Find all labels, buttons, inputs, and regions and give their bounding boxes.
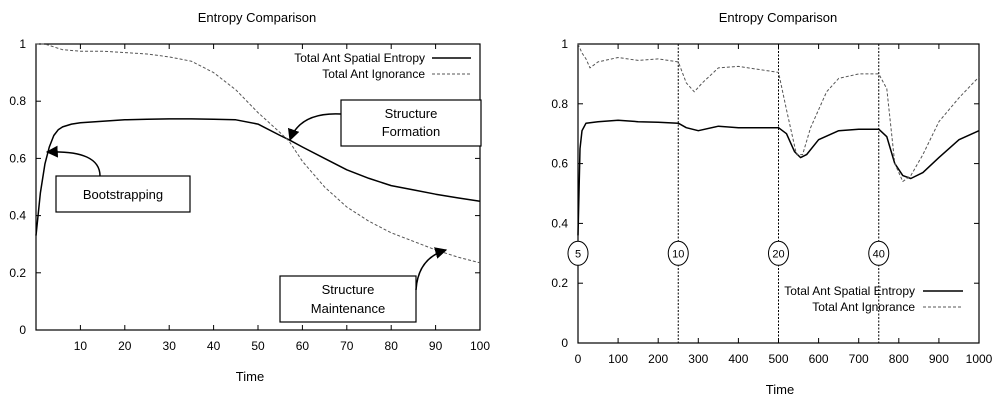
x-tick-label: 30 (163, 339, 177, 353)
plot-frame (577, 43, 980, 344)
x-tick-label: 800 (889, 352, 909, 366)
marker-label: 20 (772, 248, 784, 260)
x-tick-label: 100 (470, 339, 490, 353)
annotation-text: Formation (382, 124, 441, 139)
annotation-structure-formation: Structure Formation (287, 99, 482, 147)
series-line-ignorance (577, 43, 980, 182)
marker-circle (768, 240, 789, 266)
annotation-text: Maintenance (311, 301, 385, 316)
x-tick-label: 40 (207, 339, 221, 353)
y-tick-label: 0.8 (9, 94, 26, 108)
annotation-arrow (287, 113, 342, 142)
y-tick-label: 0.2 (551, 276, 568, 290)
series-lines (577, 43, 980, 236)
chart-title: Entropy Comparison (198, 10, 317, 25)
y-tick-label: 0.4 (551, 216, 568, 230)
y-tick-label: 0.6 (551, 157, 568, 171)
x-tick-label: 1000 (966, 352, 993, 366)
x-tick-label: 20 (118, 339, 132, 353)
annotation-arrow (45, 145, 101, 177)
marker-circle (868, 240, 890, 266)
x-tick-label: 90 (429, 339, 443, 353)
tick-labels: 0 0.2 0.4 0.6 0.8 1 10 20 30 40 50 60 70 80 90 100 (9, 37, 490, 353)
vertical-markers: 5 10 20 40 (567, 44, 890, 343)
series-line-ignorance (36, 43, 481, 264)
axes (577, 43, 980, 344)
x-tick-label: 0 (575, 352, 582, 366)
x-tick-label: 500 (768, 352, 788, 366)
y-tick-label: 0.8 (551, 97, 568, 111)
annotation-box (279, 275, 417, 323)
marker-label: 5 (575, 248, 581, 260)
annotation-text: Structure (385, 106, 438, 121)
x-tick-label: 80 (385, 339, 399, 353)
x-axis-label: Time (766, 382, 794, 397)
marker-label: 40 (873, 248, 885, 260)
annotation-box (55, 175, 191, 213)
y-tick-label: 1 (561, 37, 568, 51)
left-chart: Entropy Comparison 0 0.2 0.4 0.6 0.8 1 10 20 30 4… (9, 10, 490, 384)
legend-label: Total Ant Ignorance (812, 300, 915, 314)
x-tick-label: 100 (608, 352, 628, 366)
x-tick-label: 200 (648, 352, 668, 366)
legend-label: Total Ant Spatial Entropy (294, 51, 425, 65)
y-tick-label: 0.2 (9, 266, 26, 280)
y-tick-label: 0.4 (9, 209, 26, 223)
x-tick-label: 600 (809, 352, 829, 366)
y-tick-label: 1 (19, 37, 26, 51)
marker-circle (567, 240, 589, 266)
annotation-box (340, 99, 482, 147)
legend: Total Ant Spatial Entropy Total Ant Igno… (294, 51, 471, 81)
marker-label: 10 (672, 248, 684, 260)
annotation-text: Structure (322, 282, 375, 297)
right-chart: Entropy Comparison 5 10 20 40 00.20.40.60.8… (551, 10, 992, 397)
x-tick-label: 60 (296, 339, 310, 353)
legend: Total Ant Spatial Entropy Total Ant Igno… (784, 284, 963, 314)
x-tick-label: 400 (728, 352, 748, 366)
y-tick-label: 0 (561, 336, 568, 350)
x-tick-label: 900 (929, 352, 949, 366)
marker-circle (667, 240, 689, 266)
x-tick-label: 300 (688, 352, 708, 366)
series-line-spatial-entropy (35, 118, 481, 236)
annotation-structure-maintenance: Structure Maintenance (279, 247, 448, 323)
annotation-bootstrapping: Bootstrapping (45, 145, 191, 213)
legend-label: Total Ant Ignorance (322, 67, 425, 81)
legend-label: Total Ant Spatial Entropy (784, 284, 915, 298)
annotation-arrow (415, 247, 448, 291)
series-line-spatial-entropy (577, 119, 980, 236)
y-tick-label: 0.6 (9, 151, 26, 165)
x-axis-label: Time (236, 369, 264, 384)
annotation-text: Bootstrapping (83, 187, 163, 202)
tick-labels: 00.20.40.60.810 100 200 300 400 500 600 700 800 9… (551, 37, 992, 366)
x-tick-label: 50 (251, 339, 265, 353)
x-tick-label: 10 (74, 339, 88, 353)
series-lines (35, 43, 481, 264)
x-tick-label: 70 (340, 339, 354, 353)
y-tick-label: 0 (19, 323, 26, 337)
chart-title: Entropy Comparison (719, 10, 838, 25)
x-tick-label: 700 (849, 352, 869, 366)
